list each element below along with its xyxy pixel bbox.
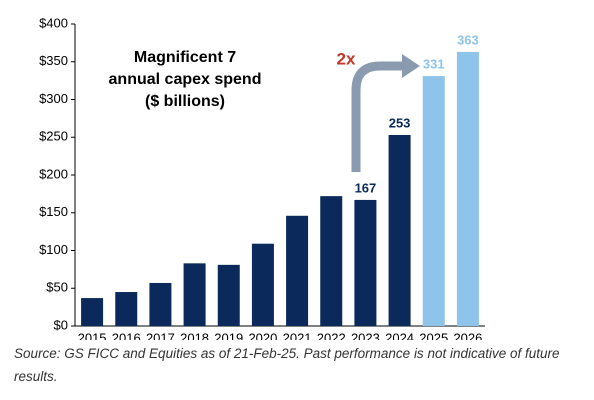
x-tick-label: 2018	[180, 330, 209, 340]
bar	[183, 263, 206, 326]
chart-title: annual capex spend	[109, 71, 262, 88]
x-tick-label: 2016	[112, 330, 141, 340]
x-tick-label: 2015	[78, 330, 107, 340]
bar	[149, 282, 172, 326]
value-label: 253	[389, 115, 411, 130]
x-tick-label: 2024	[385, 330, 414, 340]
bar	[320, 196, 343, 326]
bar	[115, 292, 138, 326]
bar	[422, 76, 445, 326]
annotation: 2x	[337, 49, 356, 68]
arrow	[351, 61, 404, 172]
bar	[251, 243, 274, 326]
x-tick-label: 2019	[214, 330, 243, 340]
bar	[388, 134, 411, 326]
bar	[217, 264, 240, 326]
y-tick-label: $300	[39, 91, 68, 106]
x-tick-label: 2023	[351, 330, 380, 340]
value-label: 331	[423, 57, 445, 72]
value-label: 167	[355, 180, 377, 195]
y-tick-label: $150	[39, 204, 68, 219]
y-tick-label: $250	[39, 129, 68, 144]
x-tick-label: 2025	[419, 330, 448, 340]
x-tick-label: 2022	[317, 330, 346, 340]
x-tick-label: 2026	[453, 330, 482, 340]
chart: Magnificent 7 annual capex spend ($ bill…	[39, 15, 485, 340]
y-tick-label: $200	[39, 166, 68, 181]
y-tick-label: $400	[39, 15, 68, 30]
y-tick-label: $350	[39, 53, 68, 68]
x-tick-label: 2021	[283, 330, 312, 340]
value-label: 363	[457, 32, 479, 47]
bar	[354, 199, 377, 326]
y-tick-label: $100	[39, 242, 68, 257]
bar	[456, 51, 479, 327]
y-tick-label: $50	[46, 280, 68, 295]
chart-title: Magnificent 7	[134, 49, 236, 66]
source-note: Source: GS FICC and Equities as of 21-Fe…	[14, 346, 560, 384]
x-tick-label: 2020	[248, 330, 277, 340]
y-tick-label: $0	[54, 317, 68, 332]
arrow-head	[402, 54, 420, 78]
x-tick-label: 2017	[146, 330, 175, 340]
bar	[81, 298, 104, 326]
bar	[286, 215, 309, 326]
chart-title: ($ billions)	[145, 93, 225, 110]
